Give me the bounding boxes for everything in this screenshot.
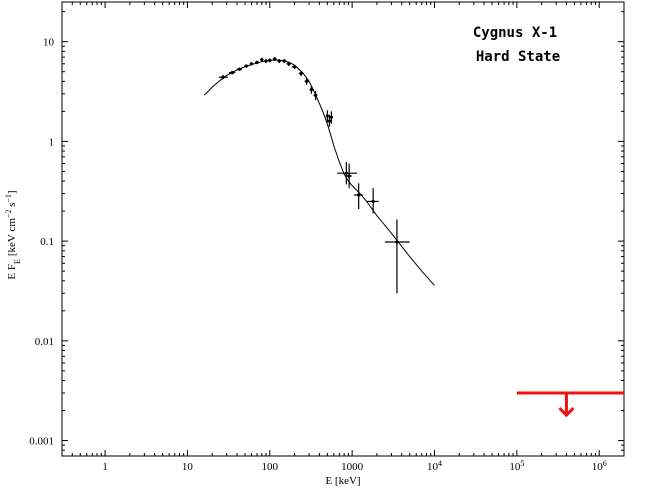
y-axis-title-units: [keV cm [6, 218, 18, 256]
y-axis-title-units-mid: s [6, 203, 18, 210]
data-point [298, 70, 304, 77]
point-marker [273, 57, 277, 61]
y-axis-title: E FE [keV cm−2 s−1] [4, 190, 22, 279]
x-tick-label-base: 1000 [341, 461, 364, 473]
data-point [384, 219, 410, 294]
x-tick-label-base: 10 [182, 461, 194, 473]
point-marker [221, 75, 225, 79]
data-point [249, 62, 254, 66]
point-marker [329, 115, 333, 119]
point-marker [344, 171, 348, 175]
upper-limit-arrowhead [558, 407, 575, 418]
data-points [218, 57, 410, 294]
annotation-state: Hard State [476, 49, 560, 65]
point-marker [292, 65, 297, 69]
x-tick-label-exp: 4 [438, 459, 442, 468]
point-marker [371, 199, 375, 204]
data-point [272, 57, 277, 62]
point-marker [268, 58, 272, 62]
x-tick-label: 1000 [341, 461, 364, 473]
point-marker [249, 62, 254, 66]
y-axis-title-units-end: ] [6, 190, 18, 194]
point-marker [255, 60, 259, 64]
point-marker [395, 240, 399, 244]
x-tick-label: 105 [509, 459, 524, 474]
data-point [281, 59, 287, 64]
y-axis-title-exp1: −2 [4, 210, 13, 219]
y-tick-label: 10 [43, 37, 55, 49]
point-marker [325, 114, 329, 118]
x-tick-label: 100 [262, 461, 279, 473]
data-point [218, 74, 228, 80]
data-point [254, 60, 260, 65]
point-marker [237, 67, 242, 71]
y-axis-title-main: E F [6, 264, 18, 280]
point-marker [277, 59, 281, 63]
y-tick-label: 0.1 [40, 236, 54, 248]
point-marker [347, 174, 351, 178]
data-point [304, 78, 309, 85]
data-point [337, 162, 358, 185]
data-point [277, 59, 282, 64]
data-point [329, 111, 333, 124]
data-point [229, 70, 236, 75]
x-tick-label: 1 [102, 461, 108, 473]
x-tick-label-base: 10 [509, 461, 521, 473]
point-marker [282, 59, 286, 63]
data-point [313, 91, 318, 101]
point-marker [327, 119, 332, 123]
y-tick-labels: 10 1 0.1 0.01 0.001 [29, 37, 54, 448]
x-tick-label-base: 1 [102, 461, 108, 473]
point-marker [305, 79, 309, 83]
x-tick-label-base: 10 [427, 461, 439, 473]
data-point [264, 59, 268, 64]
x-tick-label-exp: 6 [603, 459, 607, 468]
data-point [327, 114, 332, 127]
point-marker [299, 71, 303, 76]
axis-ticks [61, 2, 625, 457]
annotation-source: Cygnus X-1 [473, 25, 557, 41]
y-tick-label: 0.001 [29, 436, 54, 448]
data-point [244, 64, 249, 68]
point-marker [309, 88, 313, 92]
point-marker [313, 93, 318, 97]
point-marker [244, 64, 248, 68]
x-tick-label: 104 [427, 459, 442, 474]
data-point [259, 57, 264, 62]
x-tick-label: 10 [182, 461, 194, 473]
point-marker [260, 58, 264, 62]
data-point [286, 61, 291, 67]
data-point [353, 183, 363, 209]
plot-frame [61, 1, 625, 457]
y-axis-title-exp2: −1 [4, 194, 13, 203]
data-point [366, 188, 379, 214]
point-marker [287, 62, 291, 66]
point-marker [264, 59, 268, 63]
model-curve [203, 59, 435, 286]
y-tick-label: 1 [49, 136, 55, 148]
x-tick-labels: 1 10 100 1000 104 105 106 [102, 459, 606, 474]
data-point [237, 67, 243, 71]
data-point [291, 64, 298, 70]
y-tick-label: 0.01 [35, 336, 54, 348]
data-point [267, 58, 272, 63]
upper-limit-marker [516, 391, 624, 418]
x-axis-title: E [keV] [325, 475, 360, 487]
x-tick-label-base: 100 [262, 461, 279, 473]
point-marker [357, 193, 361, 197]
point-marker [230, 70, 234, 75]
x-tick-label: 106 [592, 459, 607, 474]
x-tick-label-base: 10 [592, 461, 604, 473]
x-tick-label-exp: 5 [520, 459, 524, 468]
data-point [325, 110, 329, 123]
data-point [309, 85, 314, 94]
y-axis-title-sub: E [13, 259, 22, 264]
data-point [346, 163, 352, 189]
